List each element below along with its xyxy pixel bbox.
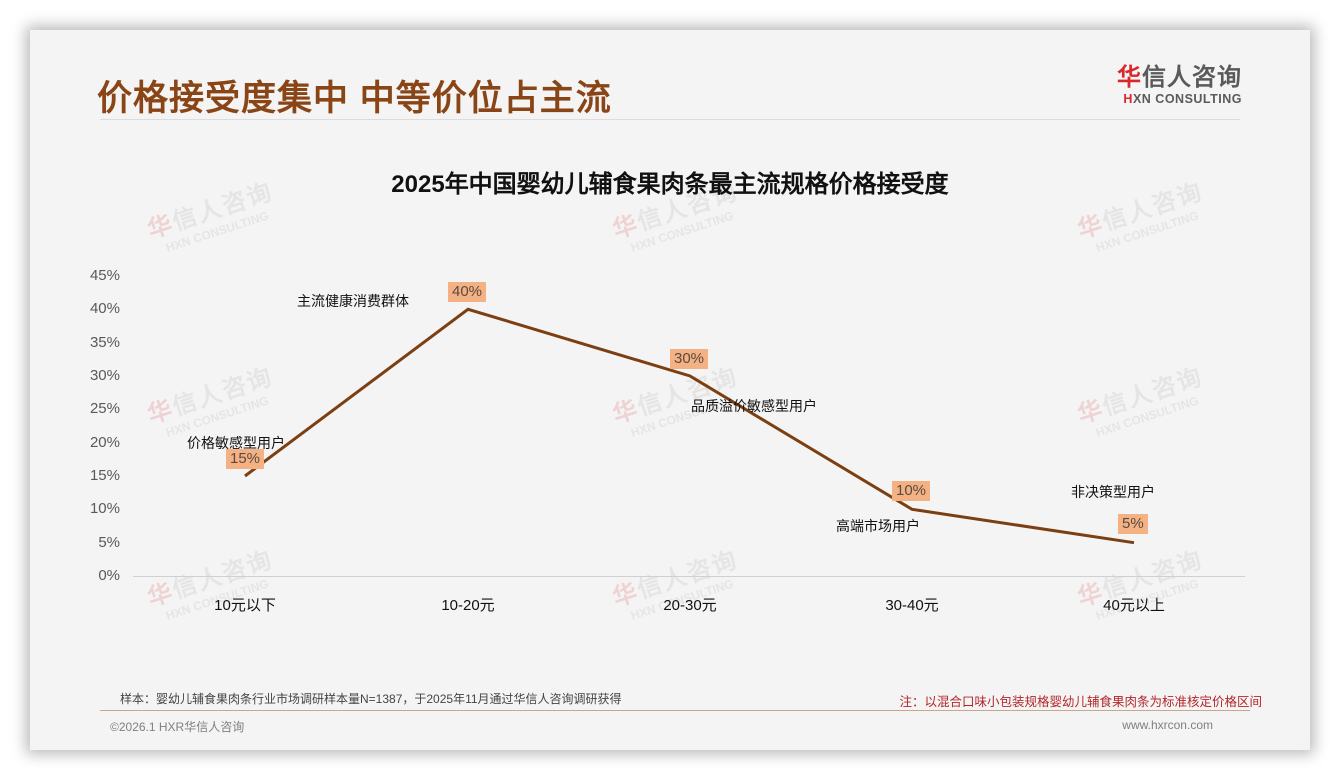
copyright: ©2026.1 HXR华信人咨询: [110, 720, 245, 734]
logo-chinese-rest: 信人咨询: [1142, 64, 1242, 91]
annotation-label: 品质溢价敏感型用户: [691, 398, 817, 414]
x-tick: 30-40元: [885, 597, 939, 614]
brand-logo: 华信人咨询 HXN CONSULTING: [1110, 65, 1242, 107]
header-divider: [100, 119, 1240, 120]
annotation-label: 价格敏感型用户: [187, 435, 285, 451]
methodology-note: 注：以混合口味小包装规格婴幼儿辅食果肉条为标准核定价格区间: [899, 695, 1262, 709]
x-tick: 10-20元: [441, 597, 495, 614]
y-tick: 40%: [89, 300, 120, 317]
y-tick: 15%: [89, 467, 120, 484]
y-tick: 30%: [89, 367, 120, 384]
annotation-label: 主流健康消费群体: [297, 293, 409, 309]
y-tick: 20%: [89, 434, 120, 451]
y-tick: 25%: [89, 400, 120, 417]
y-tick: 0%: [98, 567, 120, 584]
data-label: 40%: [448, 282, 487, 302]
logo-accent-char: 华: [1117, 64, 1142, 91]
logo-en-accent: H: [1123, 92, 1133, 106]
y-tick: 10%: [89, 500, 120, 517]
logo-english: HXN CONSULTING: [1110, 91, 1242, 107]
y-tick: 35%: [89, 334, 120, 351]
logo-en-rest: XN CONSULTING: [1132, 92, 1242, 106]
data-label: 30%: [670, 349, 709, 369]
y-tick: 45%: [89, 267, 120, 284]
x-tick: 40元以上: [1103, 597, 1165, 614]
data-label: 5%: [1118, 514, 1148, 534]
y-tick: 5%: [98, 534, 120, 551]
footer-divider: [100, 710, 1250, 711]
data-label: 15%: [226, 449, 265, 469]
logo-chinese: 华信人咨询: [1110, 65, 1242, 91]
annotation-label: 高端市场用户: [836, 518, 920, 534]
x-tick: 10元以下: [214, 597, 276, 614]
line-series: [244, 307, 1135, 545]
x-tick: 20-30元: [663, 597, 717, 614]
page-title: 价格接受度集中 中等价位占主流: [97, 79, 612, 118]
x-axis-line: [133, 576, 1245, 577]
chart-title: 2025年中国婴幼儿辅食果肉条最主流规格价格接受度: [391, 171, 949, 198]
source-note: 样本：婴幼儿辅食果肉条行业市场调研样本量N=1387，于2025年11月通过华信…: [120, 692, 622, 706]
data-label: 10%: [892, 481, 931, 501]
slide: 价格接受度集中 中等价位占主流 华信人咨询 HXN CONSULTING 华信人…: [30, 30, 1310, 750]
annotation-label: 非决策型用户: [1071, 484, 1155, 500]
website-link[interactable]: www.hxrcon.com: [1122, 718, 1213, 732]
